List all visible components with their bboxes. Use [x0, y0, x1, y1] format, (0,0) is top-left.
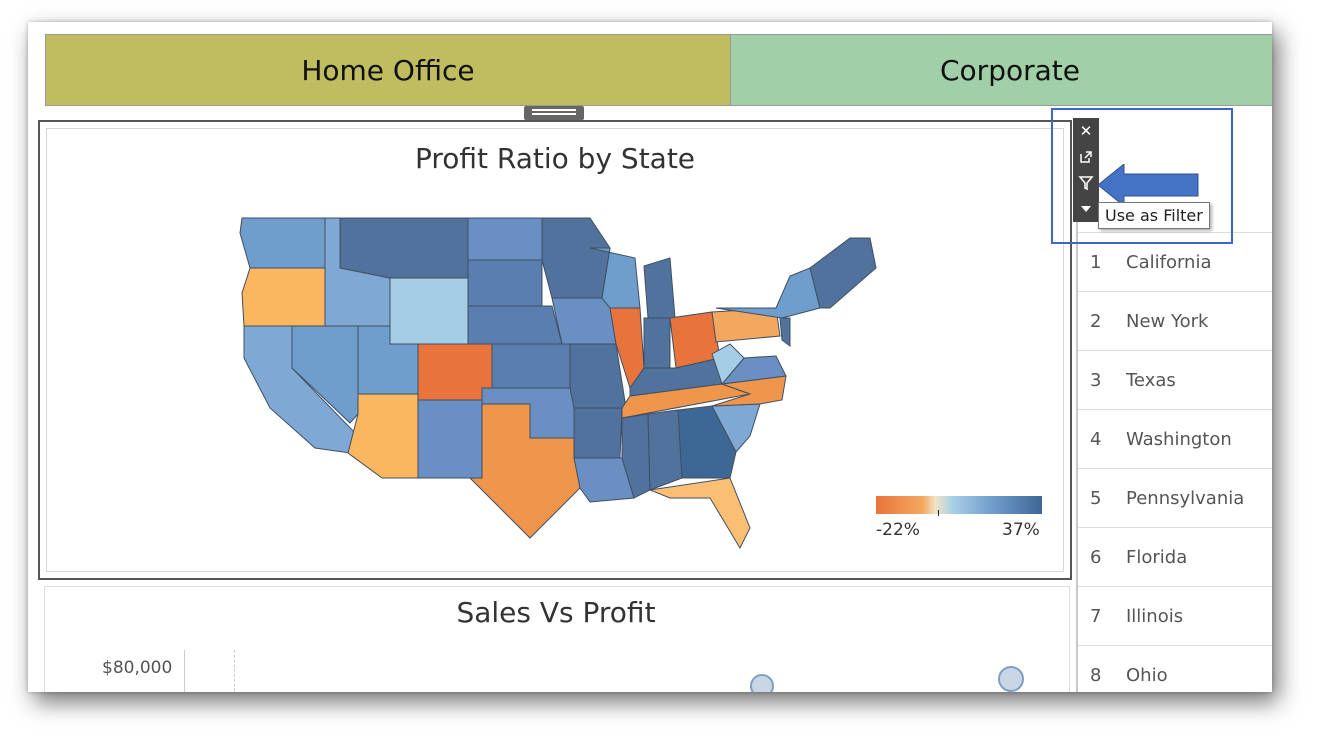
rank-number: 3 — [1090, 370, 1102, 391]
map-inner-border — [46, 128, 1064, 572]
drag-handle[interactable] — [524, 106, 584, 120]
rank-number: 6 — [1090, 547, 1102, 568]
rank-state: Illinois — [1126, 606, 1184, 627]
state-new-mexico — [417, 399, 483, 479]
worksheet-toolbar: ✕ — [1073, 118, 1099, 222]
state-minnesota — [541, 217, 611, 299]
state-mississippi — [621, 413, 651, 499]
close-icon[interactable]: ✕ — [1079, 122, 1093, 140]
state-oregon — [241, 267, 326, 327]
annotation-callout-box — [1051, 108, 1233, 244]
state-indiana — [643, 317, 671, 369]
state-washington — [239, 217, 326, 269]
rank-number: 4 — [1090, 429, 1102, 450]
rank-row[interactable]: 2 New York — [1078, 291, 1272, 351]
rank-row[interactable]: 8 Ohio — [1078, 645, 1272, 692]
rank-state: California — [1126, 252, 1212, 273]
state-new-england — [809, 237, 877, 309]
gridline — [234, 650, 235, 692]
map-title: Profit Ratio by State — [414, 142, 696, 175]
y-axis-tick-label: $80,000 — [102, 658, 173, 678]
rank-row[interactable]: 5 Pennsylvania — [1078, 468, 1272, 528]
rank-number: 5 — [1090, 488, 1102, 509]
state-georgia — [677, 405, 737, 479]
state-colorado — [417, 343, 493, 401]
rank-number: 8 — [1090, 665, 1102, 686]
state-missouri — [562, 343, 627, 409]
drag-handle-line — [532, 109, 576, 111]
dashboard-frame: Home Office Corporate Profit Ratio by St… — [28, 22, 1272, 692]
state-new-york — [715, 267, 821, 319]
rank-state: Florida — [1126, 547, 1188, 568]
rank-state: Texas — [1126, 370, 1176, 391]
state-montana — [339, 217, 469, 279]
rank-state: Pennsylvania — [1126, 488, 1245, 509]
state-louisiana — [573, 457, 635, 503]
legend-gradient-bar — [876, 496, 1042, 514]
profit-map-card[interactable]: Profit Ratio by State — [38, 120, 1072, 580]
us-map[interactable] — [230, 208, 880, 558]
use-as-filter-tooltip: Use as Filter — [1098, 202, 1210, 229]
state-new-jersey — [779, 317, 791, 347]
state-iowa — [551, 297, 617, 345]
rank-number: 2 — [1090, 311, 1102, 332]
rank-row[interactable]: 4 Washington — [1078, 409, 1272, 469]
rank-state: Washington — [1126, 429, 1232, 450]
rank-number: 1 — [1090, 252, 1102, 273]
y-axis-line — [184, 650, 185, 692]
scatter-title: Sales Vs Profit — [456, 596, 656, 629]
state-texas — [442, 403, 581, 539]
state-wyoming — [389, 277, 469, 345]
state-florida — [648, 477, 751, 550]
segment-corporate-label: Corporate — [940, 53, 1080, 87]
legend-midpoint-tick — [938, 510, 939, 516]
state-west-virginia — [711, 343, 745, 386]
rank-row[interactable]: 3 Texas — [1078, 350, 1272, 410]
legend-max-label: 37% — [1002, 520, 1040, 540]
state-arkansas — [573, 407, 623, 459]
popout-icon[interactable] — [1073, 144, 1099, 170]
state-michigan — [643, 257, 676, 319]
rank-row[interactable]: 1 California — [1078, 232, 1272, 292]
legend-min-label: -22% — [876, 520, 920, 540]
rank-row[interactable]: 6 Florida — [1078, 527, 1272, 587]
rank-row[interactable]: 7 Illinois — [1078, 586, 1272, 646]
scatter-point[interactable] — [750, 674, 774, 692]
state-south-dakota — [467, 259, 543, 307]
scatter-point[interactable] — [998, 666, 1024, 692]
rank-state: Ohio — [1126, 665, 1168, 686]
state-nevada — [291, 325, 359, 424]
rank-state: New York — [1126, 311, 1209, 332]
segment-corporate[interactable]: Corporate — [730, 34, 1272, 106]
state-arizona — [347, 393, 419, 479]
filter-icon[interactable] — [1073, 170, 1099, 196]
state-kansas — [491, 343, 571, 389]
segment-home-office-label: Home Office — [301, 53, 475, 87]
segment-home-office[interactable]: Home Office — [45, 34, 731, 106]
sales-vs-profit-card[interactable] — [44, 586, 1070, 692]
drag-handle-line — [532, 113, 576, 115]
state-nebraska — [467, 305, 563, 345]
state-north-dakota — [467, 217, 543, 261]
dropdown-arrow-icon[interactable] — [1073, 196, 1099, 222]
annotation-arrow-icon — [1098, 164, 1199, 206]
rank-number: 7 — [1090, 606, 1102, 627]
state-alabama — [647, 409, 683, 491]
